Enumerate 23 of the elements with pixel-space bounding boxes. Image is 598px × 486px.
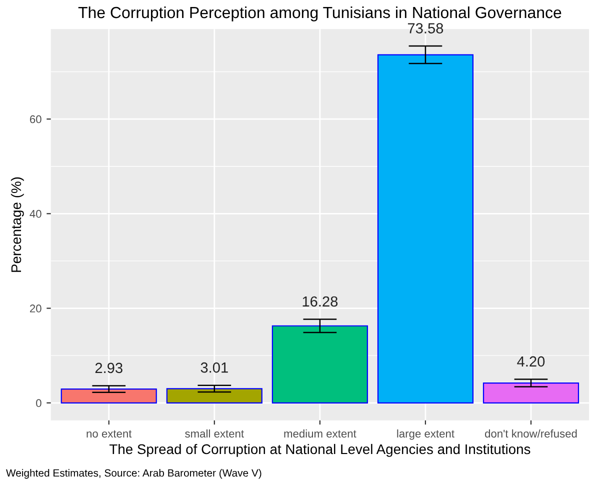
y-axis-title: Percentage (%) [10,177,24,272]
bar [377,54,474,404]
y-tick-label: 40 [30,210,42,218]
bar [482,382,580,404]
bar [60,388,157,404]
x-axis-title: The Spread of Corruption at National Level Agencies and Institutions [109,444,530,457]
y-tick-label: 20 [30,304,42,312]
data-label: 2.93 [95,362,122,374]
x-tick-label: medium extent [284,429,356,438]
chart-title: The Corruption Perception among Tunisians in National Governance [78,6,562,22]
bar [166,388,262,404]
data-label: 16.28 [302,296,338,307]
data-label: 4.20 [517,356,545,367]
x-tick-label: small extent [185,429,244,438]
x-tick-label: don't know/refused [485,429,577,438]
x-tick-label: no extent [86,430,132,438]
bar [272,325,368,404]
data-label: 3.01 [200,362,228,373]
data-label: 73.58 [408,23,444,34]
x-tick-label: large extent [397,429,454,440]
y-tick-label: 0 [36,399,42,408]
y-tick-label: 60 [30,115,42,124]
text: Weighted Estimates, Source: Arab Barometer (Wave V) [6,469,262,479]
